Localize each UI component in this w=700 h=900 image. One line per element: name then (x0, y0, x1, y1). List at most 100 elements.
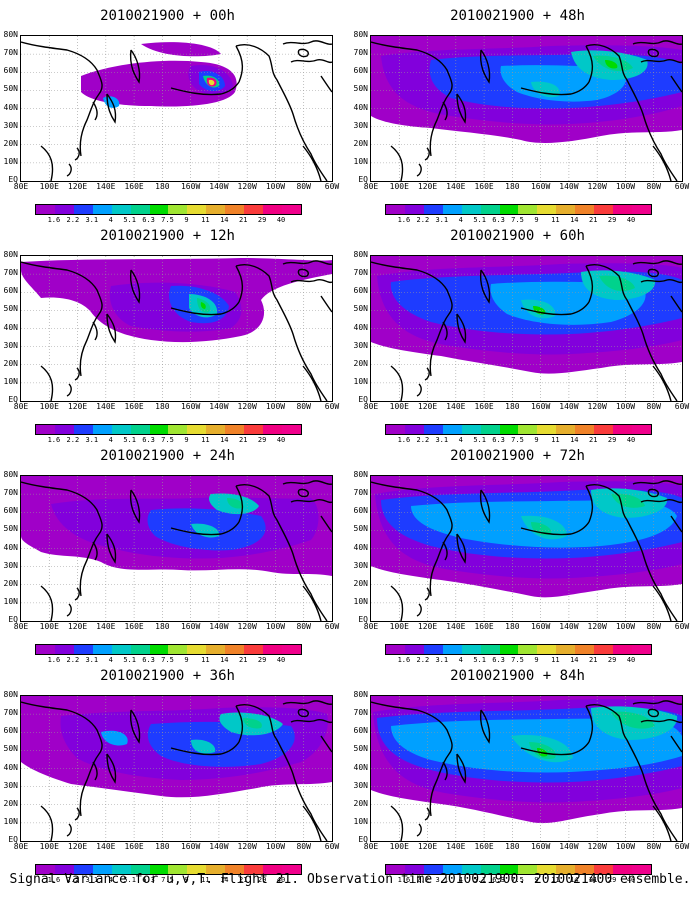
colorbar-label: 6.3 (492, 656, 505, 664)
latitude-tick-label: 50N (3, 524, 18, 534)
colorbar-swatch (423, 425, 443, 434)
colorbar-label: 4 (108, 216, 113, 224)
latitude-tick-label: 20N (353, 798, 368, 808)
latitude-tick-label: 40N (3, 762, 18, 772)
colorbar-label: 1.6 (47, 216, 61, 224)
colorbar-swatch (518, 205, 538, 214)
colorbar-swatch (423, 865, 443, 874)
latitude-tick-label: 30N (3, 120, 18, 130)
colorbar-label: 5.1 (473, 656, 486, 664)
colorbar-swatch (461, 205, 481, 214)
coastline (282, 40, 332, 46)
coastline (92, 761, 98, 781)
colorbar-swatch (36, 205, 55, 214)
coastline (235, 265, 244, 303)
variance-map (20, 695, 333, 842)
latitude-tick-label: 50N (3, 84, 18, 94)
variance-contour (208, 79, 215, 86)
colorbar-swatch (499, 425, 519, 434)
longitude-tick-label: 140W (559, 182, 579, 191)
latitude-tick-label: 50N (353, 524, 368, 534)
latitude-tick-label: 20N (3, 578, 18, 588)
coastline (585, 485, 594, 523)
longitude-tick-label: 100E (389, 182, 409, 191)
colorbar-swatch (594, 645, 614, 654)
coastline (40, 585, 54, 621)
colorbar-swatch (206, 865, 226, 874)
colorbar-label: 21 (588, 216, 598, 224)
latitude-tick-label: EQ (8, 835, 18, 844)
colorbar-swatch (404, 205, 424, 214)
colorbar-label: 14 (570, 876, 579, 884)
latitude-tick-label: 30N (353, 120, 368, 130)
longitude-tick-label: 80E (13, 182, 29, 191)
colorbar-swatch (263, 425, 282, 434)
coastline (585, 484, 678, 621)
colorbar-label: 14 (220, 656, 229, 664)
colorbar-swatch (613, 425, 632, 434)
longitude-tick-label: 80E (13, 402, 29, 411)
colorbar-label: 11 (551, 436, 560, 444)
coastline (416, 163, 422, 177)
colorbar-swatch (556, 865, 576, 874)
longitude-tick-label: 140E (96, 842, 116, 851)
longitude-tick-label: 160E (474, 402, 494, 411)
longitude-tick-label: 140W (209, 402, 229, 411)
longitude-tick-label: 120W (237, 182, 257, 191)
colorbar-swatch (423, 645, 443, 654)
variance-contour (191, 739, 216, 754)
colorbar-swatch (36, 645, 55, 654)
colorbar-label: 6.3 (492, 436, 505, 444)
coastline (416, 823, 422, 837)
longitude-tick-label: 120W (237, 622, 257, 631)
colorbar-label: 3.1 (85, 436, 99, 444)
latitude-tick-label: 60N (3, 286, 18, 296)
longitude-tick-label: 180 (505, 402, 520, 411)
coastline (290, 718, 332, 724)
longitude-tick-label: 100W (615, 622, 636, 631)
longitude-tick-label: 100W (615, 402, 636, 411)
colorbar-label: 14 (570, 436, 579, 444)
colorbar-label: 6.3 (142, 436, 155, 444)
panel-title: 2010021900 + 84h (450, 668, 585, 684)
colorbar (385, 864, 652, 875)
colorbar-label: 29 (607, 876, 617, 884)
coastline (92, 321, 98, 341)
map-canvas (21, 256, 332, 401)
latitude-tick-label: EQ (358, 175, 368, 184)
colorbar-swatch (130, 425, 150, 434)
longitude-tick-label: 100E (389, 842, 409, 851)
colorbar-label: 21 (588, 876, 598, 884)
latitude-tick-label: 30N (3, 780, 18, 790)
latitude-tick-label: 60N (3, 726, 18, 736)
colorbar-label: 14 (570, 656, 579, 664)
colorbar-label: 14 (220, 216, 229, 224)
latitude-tick-label: 60N (3, 66, 18, 76)
colorbar-swatch (54, 425, 74, 434)
latitude-tick-label: 40N (3, 542, 18, 552)
coastline (442, 321, 448, 341)
latitude-tick-label: 60N (353, 506, 368, 516)
colorbar-label: 2.2 (66, 876, 80, 884)
longitude-tick-label: 120W (237, 402, 257, 411)
coastline (235, 264, 328, 401)
coastline (129, 709, 141, 744)
colorbar-swatch (631, 645, 651, 654)
colorbar-label: 6.3 (142, 876, 155, 884)
longitude-tick-label: 120E (417, 182, 438, 191)
colorbar-swatch (111, 865, 131, 874)
colorbar-swatch (594, 205, 614, 214)
longitude-tick-label: 80E (363, 842, 379, 851)
coastline (371, 481, 453, 597)
colorbar-swatch (537, 205, 557, 214)
colorbar-label: 29 (607, 436, 617, 444)
colorbar-swatch (73, 865, 93, 874)
longitude-tick-label: 100E (39, 842, 59, 851)
latitude-tick-label: 10N (353, 816, 368, 826)
coastline (390, 805, 404, 841)
colorbar-label: 6.3 (492, 876, 505, 884)
colorbar-label: 40 (276, 436, 286, 444)
colorbar-label: 1.6 (47, 436, 61, 444)
figure-caption: Signal Variance for u,v,T. Flight 21. Ob… (9, 872, 691, 887)
colorbar-swatch (130, 865, 150, 874)
